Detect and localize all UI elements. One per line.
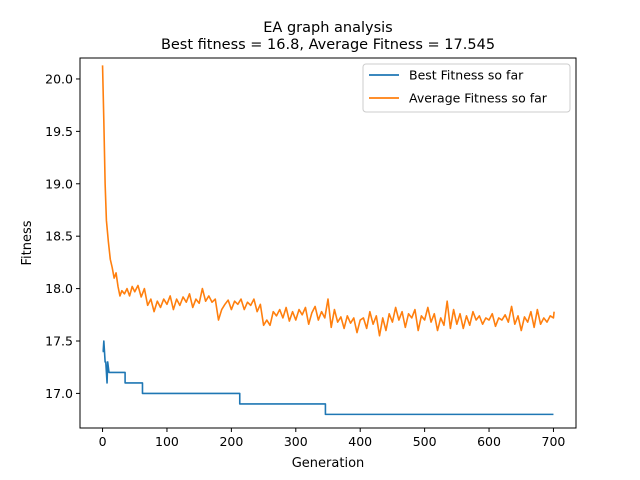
y-tick-label: 20.0 xyxy=(45,71,73,86)
chart-subtitle: Best fitness = 16.8, Average Fitness = 1… xyxy=(161,37,495,53)
x-tick-label: 700 xyxy=(542,434,566,449)
y-tick-label: 17.0 xyxy=(45,386,73,401)
legend: Best Fitness so far Average Fitness so f… xyxy=(362,63,571,113)
y-axis: 17.0 17.5 18.0 18.5 19.0 19.5 20.0 xyxy=(45,71,80,401)
legend-frame xyxy=(362,63,571,113)
x-axis-label: Generation xyxy=(292,456,365,471)
y-tick-label: 18.5 xyxy=(45,229,73,244)
y-tick-label: 17.5 xyxy=(45,334,73,349)
x-tick-label: 500 xyxy=(413,434,437,449)
legend-label-average: Average Fitness so far xyxy=(409,91,548,106)
plot-frame xyxy=(79,57,577,429)
series-line-average-fitness xyxy=(101,65,555,337)
x-tick-label: 100 xyxy=(155,434,179,449)
y-tick-label: 18.0 xyxy=(45,281,73,296)
x-axis: 0 100 200 300 400 500 600 700 xyxy=(99,428,566,449)
x-tick-label: 400 xyxy=(348,434,372,449)
series-layer xyxy=(101,65,555,416)
legend-label-best: Best Fitness so far xyxy=(409,68,524,83)
x-tick-label: 600 xyxy=(477,434,501,449)
y-tick-label: 19.0 xyxy=(45,176,73,191)
series-line-best-fitness xyxy=(102,340,554,416)
y-tick-label: 19.5 xyxy=(45,124,73,139)
x-tick-label: 300 xyxy=(284,434,308,449)
chart-title: EA graph analysis xyxy=(263,20,392,36)
y-axis-label: Fitness xyxy=(20,220,35,265)
x-tick-label: 200 xyxy=(219,434,243,449)
x-tick-label: 0 xyxy=(99,434,107,449)
